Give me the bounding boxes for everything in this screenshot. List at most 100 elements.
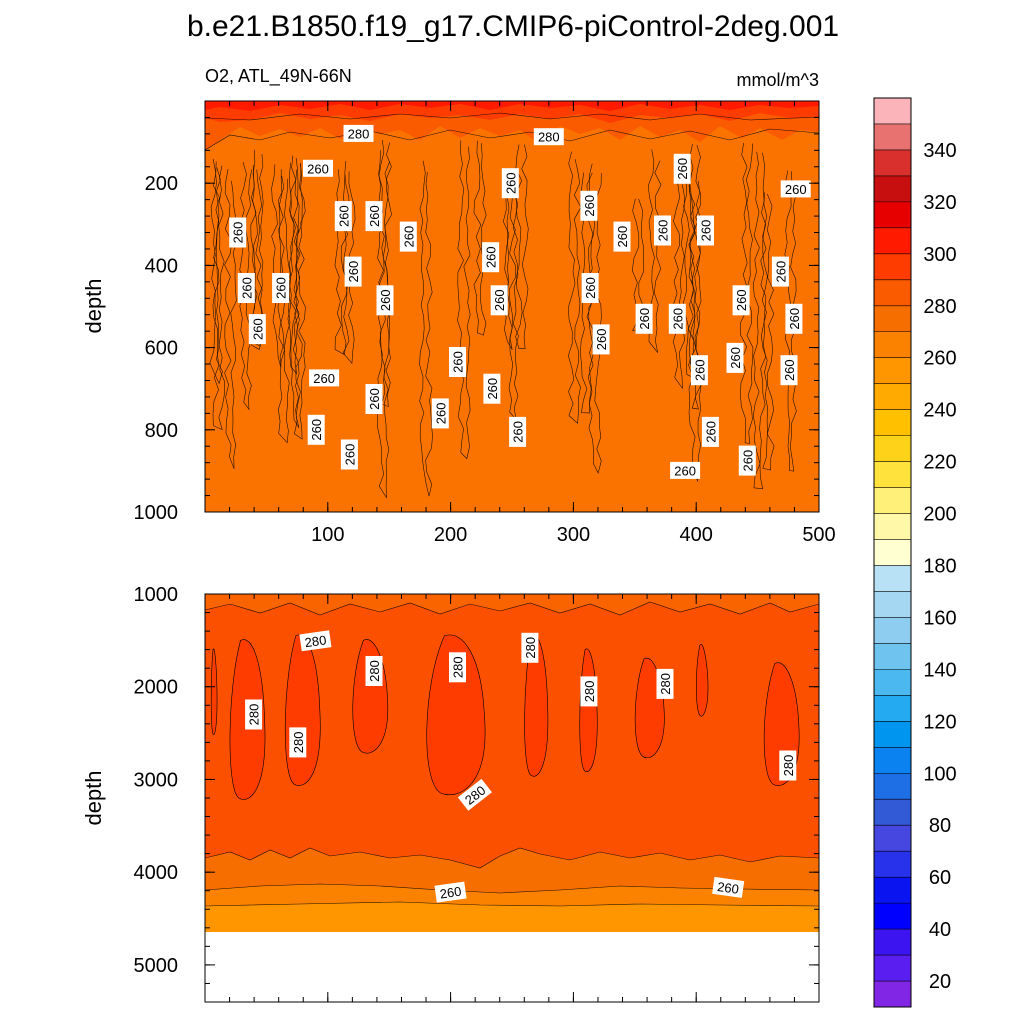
contour-label-text: 280 — [348, 126, 370, 141]
contour-label: 260 — [668, 303, 686, 334]
y-tick-label-1000: 1000 — [134, 502, 179, 524]
colorbar-box — [874, 435, 911, 462]
colorbar-box — [874, 903, 911, 930]
contour-label: 260 — [501, 168, 519, 199]
colorbar-label: 240 — [923, 400, 956, 422]
contour-label: 260 — [365, 201, 383, 232]
contour-label: 260 — [482, 242, 500, 273]
contour-label: 260 — [229, 217, 247, 248]
upper-contour-labels: 280 280 260 260 260 260 260 260 260 260 260 260 260 2… — [229, 124, 811, 479]
contour-label: 260 — [309, 369, 340, 387]
colorbar-box — [874, 799, 911, 826]
contour-label-text: 260 — [734, 289, 749, 311]
colorbar-label: 20 — [929, 971, 951, 993]
contour-label-text: 260 — [342, 444, 357, 466]
contour-label-text: 260 — [773, 261, 788, 283]
contour-label: 260 — [738, 445, 756, 476]
colorbar-label: 140 — [923, 659, 956, 681]
contour-label-text: 260 — [433, 403, 448, 425]
contour-label: 280 — [779, 750, 797, 781]
contour-label: 260 — [771, 256, 789, 287]
contour-label: 260 — [780, 180, 811, 198]
colorbar-box — [874, 565, 911, 592]
lower-fill-240 — [205, 902, 819, 932]
colorbar-box — [874, 747, 911, 774]
contour-label: 280 — [365, 656, 383, 686]
y-tick-label-600: 600 — [145, 338, 178, 360]
contour-label-text: 260 — [582, 195, 597, 217]
lower-contour-lines — [205, 601, 819, 907]
contour-label: 260 — [344, 256, 362, 287]
contour-label-text: 260 — [367, 388, 382, 410]
contour-label-text: 260 — [250, 318, 265, 340]
colorbar-box — [874, 539, 911, 566]
contour-label-text: 260 — [583, 277, 598, 299]
contour-label: 260 — [365, 384, 383, 414]
contour-label-text: 260 — [378, 289, 393, 311]
contour-label-text: 260 — [692, 359, 707, 381]
contour-label-text: 260 — [728, 347, 743, 369]
x-tick-label-400: 400 — [680, 524, 713, 546]
contour-label: 260 — [431, 398, 449, 429]
upper-panel: O2, ATL_49N-66N mmol/m^3 280 280 260 260 260… — [81, 66, 836, 546]
colorbar-label: 340 — [923, 140, 956, 162]
contour-label-text: 280 — [367, 660, 382, 682]
contour-label-text: 260 — [492, 289, 507, 311]
contour-label-text: 260 — [511, 421, 526, 443]
contour-label: 280 — [580, 676, 598, 707]
contour-label: 260 — [697, 215, 714, 246]
contour-label-text: 280 — [658, 673, 673, 695]
contour-label-text: 260 — [656, 220, 671, 242]
x-tick-label-200: 200 — [434, 524, 467, 546]
colorbar-box — [874, 591, 911, 618]
upper-frame — [204, 100, 820, 513]
colorbar-label: 200 — [923, 504, 956, 526]
contour-label-text: 260 — [401, 226, 416, 248]
upper-left-string: O2, ATL_49N-66N — [205, 66, 352, 87]
contour-label: 260 — [613, 221, 631, 252]
contour-label-text: 260 — [439, 884, 463, 902]
contour-label: 260 — [712, 876, 745, 898]
colorbar-box — [874, 227, 911, 255]
contour-label-text: 280 — [781, 755, 796, 777]
upper-contour-lines — [205, 112, 819, 499]
upper-ylabel: depth — [81, 278, 106, 333]
colorbar-box — [874, 409, 911, 437]
y-tick-label-1000: 1000 — [134, 584, 179, 606]
contour-label-text: 260 — [699, 220, 714, 242]
contour-label: 260 — [434, 881, 467, 903]
contour-label-text: 260 — [313, 371, 335, 386]
colorbar-box — [874, 851, 911, 878]
colorbar-box — [874, 253, 911, 281]
colorbar-box — [874, 461, 911, 488]
y-tick-label-5000: 5000 — [134, 955, 179, 977]
colorbar-label: 40 — [929, 919, 951, 941]
contour-label: 280 — [533, 128, 564, 146]
colorbar-label: 220 — [923, 452, 956, 474]
contour-label: 260 — [334, 201, 352, 232]
x-tick-label-100: 100 — [311, 524, 344, 546]
contour-label-text: 260 — [675, 158, 690, 180]
colorbar-label: 80 — [929, 815, 951, 837]
contour-label: 260 — [592, 324, 610, 355]
contour-label-text: 260 — [594, 329, 609, 351]
colorbar-label: 280 — [923, 296, 956, 318]
contour-label: 280 — [245, 699, 263, 730]
contour-label-text: 260 — [485, 378, 500, 400]
colorbar-box — [874, 98, 911, 125]
contour-label-text: 260 — [787, 308, 802, 330]
upper-fill-290 — [205, 101, 819, 111]
colorbar-box — [874, 279, 911, 307]
colorbar-box — [874, 149, 911, 177]
contour-label-text: 280 — [247, 704, 262, 726]
colorbar-label: 120 — [923, 711, 956, 733]
y-tick-label-800: 800 — [145, 420, 178, 442]
contour-label-text: 260 — [309, 419, 324, 441]
contour-label: 260 — [581, 273, 599, 303]
contour-label: 260 — [303, 159, 333, 177]
contour-label: 260 — [785, 303, 803, 334]
colorbar: 340 320 300 280 260 240 220 200 180 160 140 120 100 8… — [873, 97, 957, 1024]
contour-label-text: 260 — [451, 351, 466, 373]
contour-label-text: 260 — [782, 359, 797, 381]
